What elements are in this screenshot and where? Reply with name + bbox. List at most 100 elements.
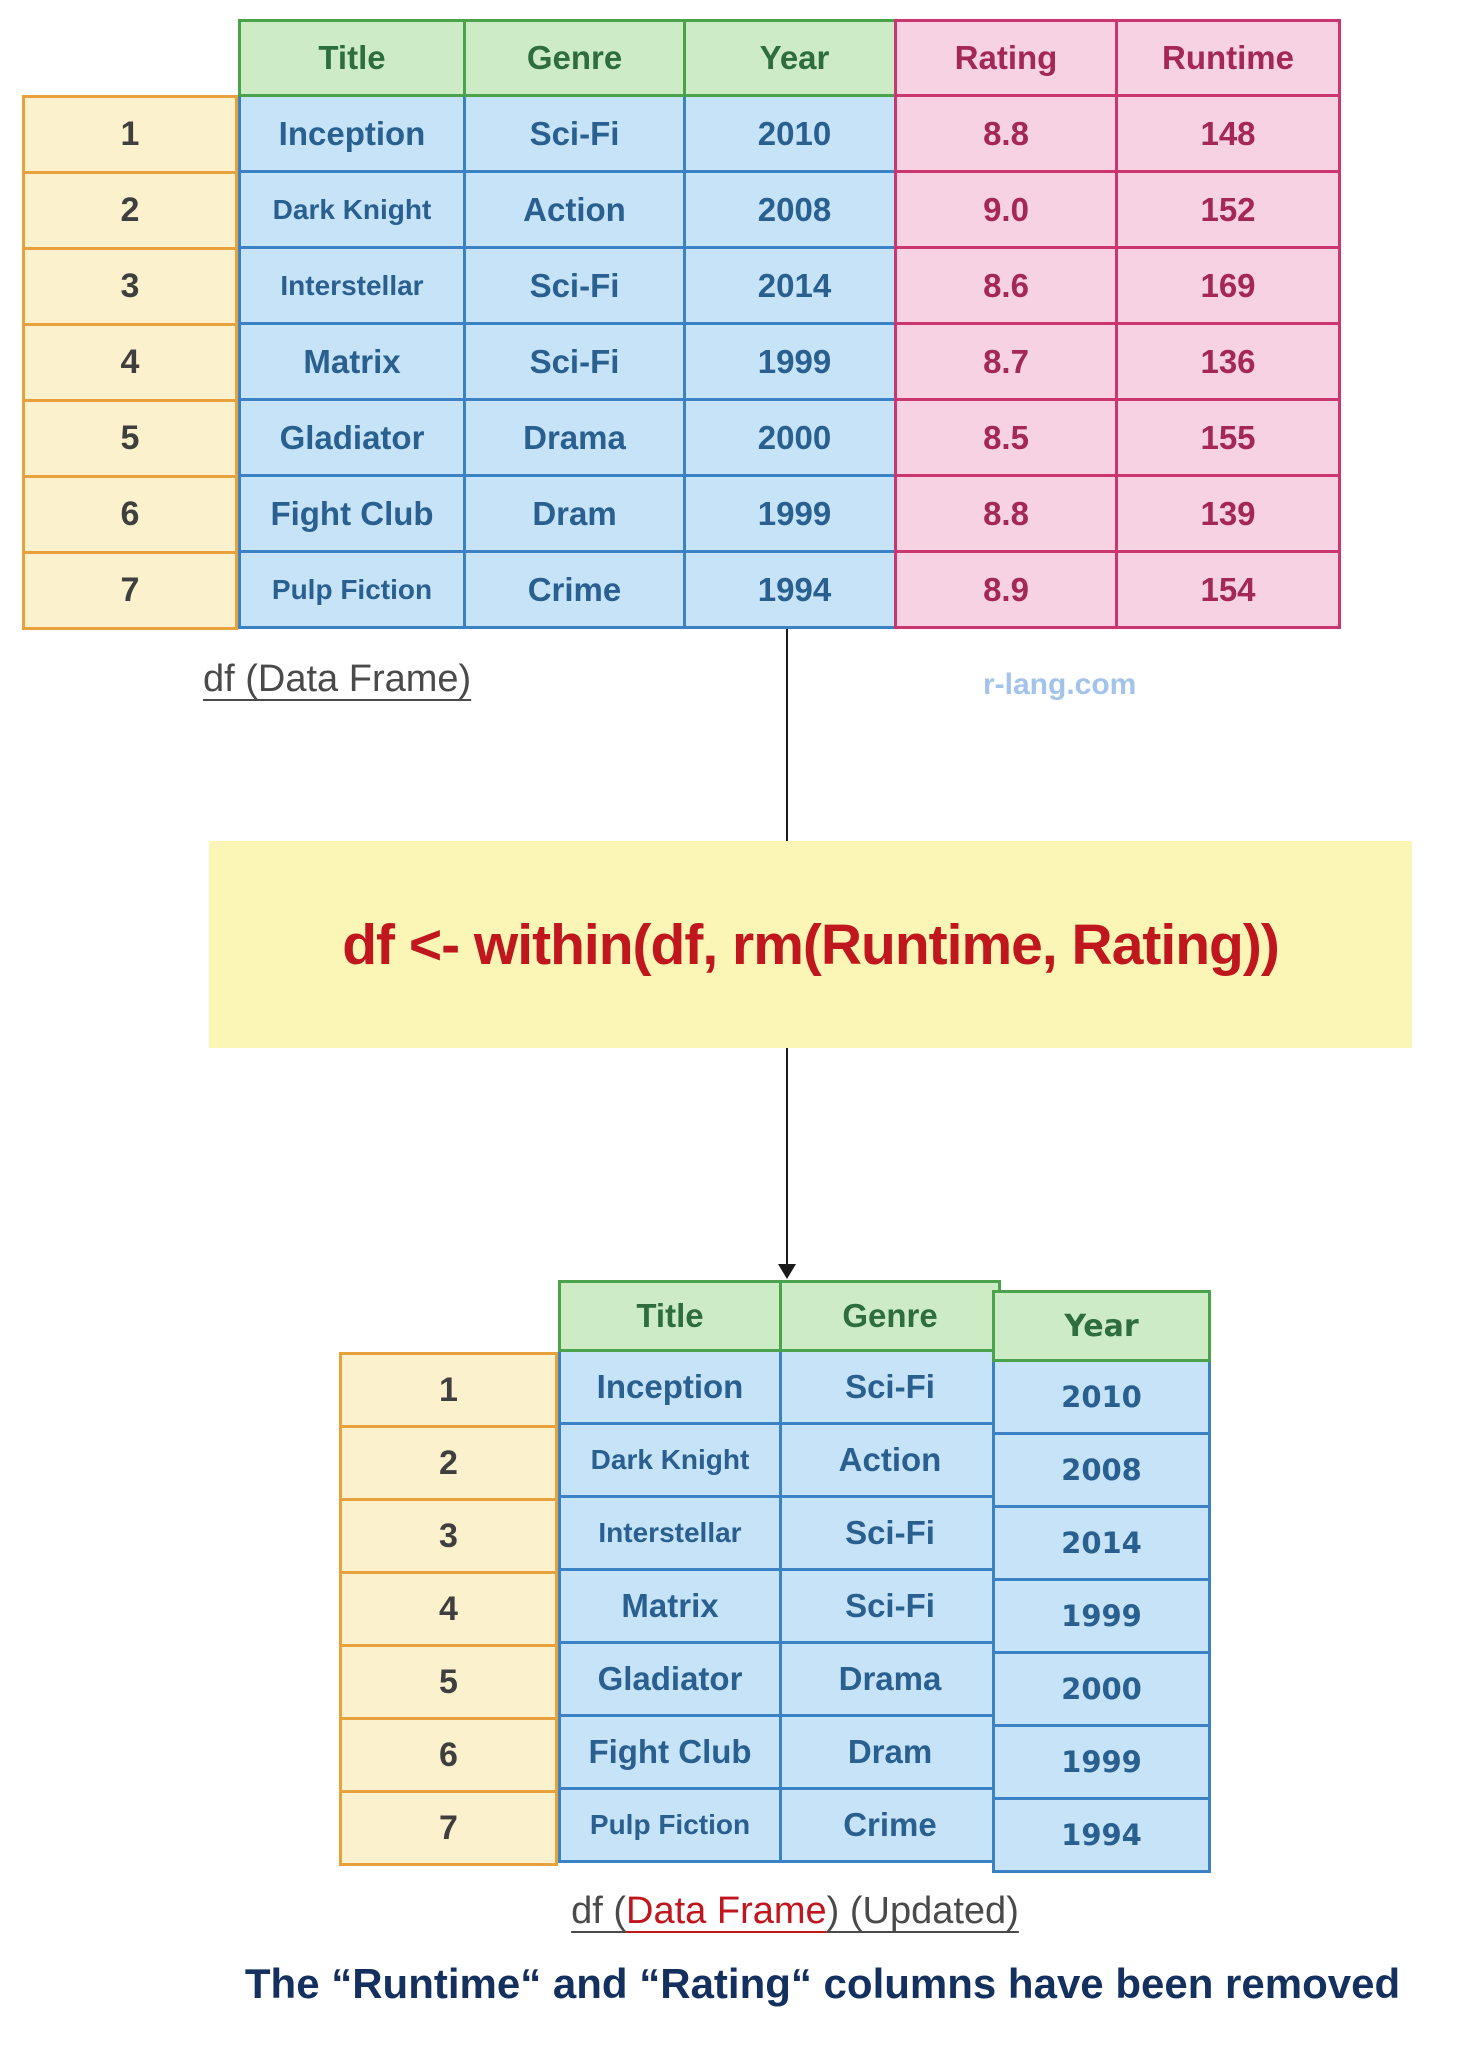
table-cell: Dark Knight — [238, 170, 466, 249]
table-row: Pulp Fiction Crime 1994 — [238, 550, 906, 629]
table-cell: Sci-Fi — [463, 322, 686, 401]
bottom-year-column: Year 2010 2008 2014 1999 2000 1999 1994 — [992, 1290, 1211, 1873]
column-header-title: Title — [238, 19, 466, 97]
column-header-title: Title — [558, 1280, 782, 1352]
table-row: 7 — [339, 1790, 558, 1866]
arrow-top-line — [786, 629, 788, 842]
table-cell: Gladiator — [238, 398, 466, 477]
table-row: 5 — [339, 1644, 558, 1720]
column-header-year: Year — [992, 1290, 1211, 1362]
table-row: Fight Club Dram — [558, 1714, 1001, 1790]
row-index-cell: 7 — [22, 551, 238, 630]
table-cell: 1994 — [992, 1797, 1211, 1873]
table-cell: 2014 — [992, 1505, 1211, 1581]
table-row: Pulp Fiction Crime — [558, 1787, 1001, 1863]
table-cell: 2000 — [992, 1651, 1211, 1727]
table-row: 9.0 152 — [894, 170, 1341, 249]
table-row: 8.6 169 — [894, 246, 1341, 325]
table-row: 1 — [22, 95, 238, 174]
table-cell: Matrix — [238, 322, 466, 401]
table-cell: 1999 — [683, 474, 906, 553]
watermark: r-lang.com — [983, 668, 1137, 701]
row-index-cell: 4 — [339, 1571, 558, 1647]
row-index-cell: 1 — [339, 1352, 558, 1428]
bottom-label-prefix: df ( — [571, 1890, 627, 1932]
table-row: 8.8 148 — [894, 94, 1341, 173]
table-cell: Sci-Fi — [779, 1349, 1001, 1425]
table-cell: Gladiator — [558, 1641, 782, 1717]
table-row: Interstellar Sci-Fi 2014 — [238, 246, 906, 325]
row-index-cell: 2 — [339, 1425, 558, 1501]
table-row: Fight Club Dram 1999 — [238, 474, 906, 553]
table-cell: Inception — [558, 1349, 782, 1425]
row-index-cell: 3 — [22, 247, 238, 326]
table-cell: 139 — [1115, 474, 1341, 553]
table-cell: 1999 — [992, 1724, 1211, 1800]
row-index-cell: 2 — [22, 171, 238, 250]
table-cell: 8.5 — [894, 398, 1118, 477]
table-cell: 148 — [1115, 94, 1341, 173]
table-cell: Sci-Fi — [463, 246, 686, 325]
row-index-cell: 6 — [22, 475, 238, 554]
top-main-columns: Title Genre Year Inception Sci-Fi 2010 Dark Kn… — [238, 19, 906, 629]
footer-note: The “Runtime“ and “Rating“ columns have … — [244, 1960, 1401, 2007]
table-row: 6 — [22, 475, 238, 554]
table-cell: 1999 — [992, 1578, 1211, 1654]
column-header-year: Year — [683, 19, 906, 97]
table-cell: 8.8 — [894, 474, 1118, 553]
table-cell: 8.6 — [894, 246, 1118, 325]
table-row: Matrix Sci-Fi — [558, 1568, 1001, 1644]
table-cell: Dram — [779, 1714, 1001, 1790]
data-frame-table: Title Genre Inception Sci-Fi Dark Knight Acti… — [558, 1280, 1001, 1863]
table-row: 1999 — [992, 1578, 1211, 1654]
table-cell: Sci-Fi — [463, 94, 686, 173]
table-row: 8.9 154 — [894, 550, 1341, 629]
row-index-cell: 7 — [339, 1790, 558, 1866]
table-cell: Action — [779, 1422, 1001, 1498]
table-row: Gladiator Drama — [558, 1641, 1001, 1717]
data-frame-table: Title Genre Year Inception Sci-Fi 2010 Dark Kn… — [238, 19, 906, 629]
table-cell: 155 — [1115, 398, 1341, 477]
table-cell: 2010 — [992, 1359, 1211, 1435]
table-row: 2 — [339, 1425, 558, 1501]
data-frame-table: Rating Runtime 8.8 148 9.0 152 8.6 169 8.7 136 8.5… — [894, 19, 1341, 629]
table-cell: Crime — [779, 1787, 1001, 1863]
column-header-genre: Genre — [463, 19, 686, 97]
header-row: Rating Runtime — [894, 19, 1341, 97]
table-row: 2010 — [992, 1359, 1211, 1435]
table-row: Inception Sci-Fi — [558, 1349, 1001, 1425]
column-header-genre: Genre — [779, 1280, 1001, 1352]
table-cell: Crime — [463, 550, 686, 629]
arrow-bottom-line — [786, 1048, 788, 1266]
table-row: Inception Sci-Fi 2010 — [238, 94, 906, 173]
table-cell: Action — [463, 170, 686, 249]
table-cell: 2008 — [683, 170, 906, 249]
table-row: 1 — [339, 1352, 558, 1428]
table-row: 4 — [22, 323, 238, 402]
table-row: Interstellar Sci-Fi — [558, 1495, 1001, 1571]
table-cell: Dark Knight — [558, 1422, 782, 1498]
header-row: Year — [992, 1290, 1211, 1362]
row-index-cell: 1 — [22, 95, 238, 174]
data-frame-table: Year 2010 2008 2014 1999 2000 1999 1994 — [992, 1290, 1211, 1873]
table-cell: 136 — [1115, 322, 1341, 401]
table-row: 8.5 155 — [894, 398, 1341, 477]
bottom-main-columns: Title Genre Inception Sci-Fi Dark Knight Acti… — [558, 1280, 1001, 1863]
code-text: df <- within(df, rm(Runtime, Rating)) — [342, 912, 1280, 977]
table-cell: Interstellar — [238, 246, 466, 325]
code-box: df <- within(df, rm(Runtime, Rating)) — [209, 841, 1412, 1048]
table-row: Dark Knight Action 2008 — [238, 170, 906, 249]
top-table-label: df (Data Frame) — [203, 658, 472, 700]
bottom-label-highlight: Data Frame — [626, 1890, 827, 1932]
table-cell: Pulp Fiction — [558, 1787, 782, 1863]
table-row: 5 — [22, 399, 238, 478]
table-cell: 2008 — [992, 1432, 1211, 1508]
header-row: Title Genre — [558, 1280, 1001, 1352]
table-row: Dark Knight Action — [558, 1422, 1001, 1498]
row-index-cell: 3 — [339, 1498, 558, 1574]
table-cell: 169 — [1115, 246, 1341, 325]
